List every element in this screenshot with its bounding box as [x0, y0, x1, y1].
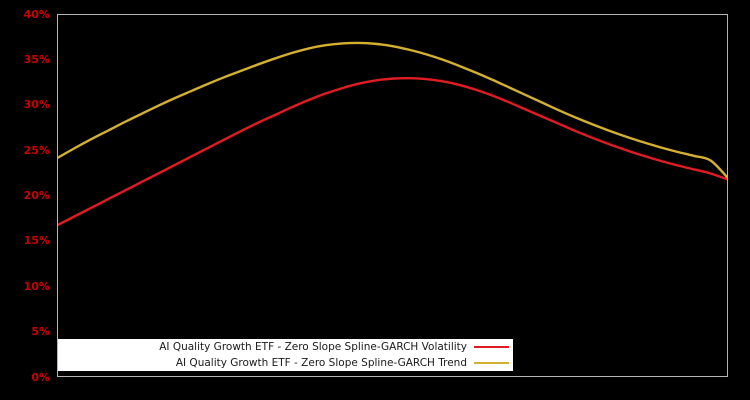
y-axis-tick-label: 25% — [23, 143, 50, 157]
legend-item[interactable]: AI Quality Growth ETF - Zero Slope Splin… — [58, 355, 513, 371]
y-axis-tick-label: 15% — [23, 234, 50, 248]
y-axis-tick-label: 30% — [23, 98, 50, 112]
y-axis-tick-label: 5% — [31, 325, 50, 339]
series-line-trend — [58, 43, 727, 177]
series-line-volatility — [58, 78, 727, 225]
y-axis-tick-label: 40% — [23, 7, 50, 21]
legend-item-label: AI Quality Growth ETF - Zero Slope Splin… — [159, 341, 467, 353]
y-axis-tick-label: 35% — [23, 52, 50, 66]
y-axis-tick-labels: 40% 35% 30% 25% 20% 15% 10% 5% 0% — [0, 0, 50, 400]
plot-svg — [58, 15, 727, 376]
y-axis-tick-label: 20% — [23, 189, 50, 202]
y-axis-tick-label: 0% — [31, 370, 50, 384]
legend-color-swatch — [474, 346, 509, 348]
plot-area — [57, 14, 728, 377]
chart-legend: AI Quality Growth ETF - Zero Slope Splin… — [58, 339, 513, 371]
legend-color-swatch — [474, 362, 509, 364]
legend-item[interactable]: AI Quality Growth ETF - Zero Slope Splin… — [58, 339, 513, 355]
legend-item-label: AI Quality Growth ETF - Zero Slope Splin… — [175, 357, 467, 369]
y-axis-tick-label: 10% — [23, 279, 50, 293]
